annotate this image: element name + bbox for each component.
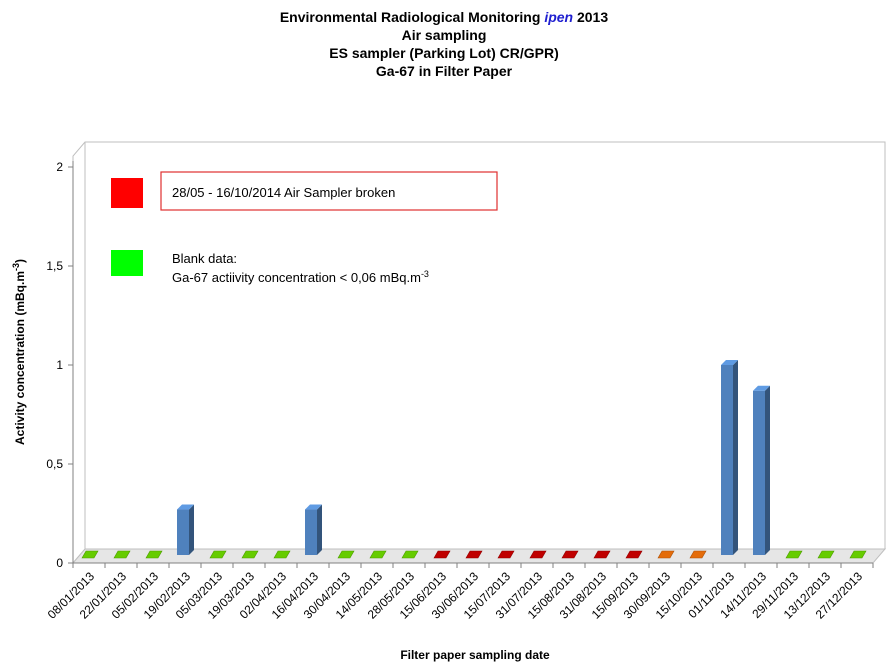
blank-marker [241,550,259,559]
bar-front [721,365,733,555]
bar-side [733,360,738,555]
blank-marker [401,550,419,559]
bar-front [177,509,189,555]
bar-top [305,504,322,510]
blank-marker [113,550,131,559]
bar-side [317,504,322,555]
legend-blank-label-1: Blank data: [172,251,237,266]
broken-marker [433,550,451,559]
ipen-word: ipen [544,9,574,25]
broken-marker [497,550,515,559]
bar [305,504,322,555]
bar-side [765,385,770,555]
bar-front [753,390,765,555]
bar-side [189,504,194,555]
bar-top [177,504,194,510]
y-tick-label: 0,5 [46,457,63,471]
legend-broken-swatch [111,178,143,208]
blank-marker [817,550,835,559]
title-line-3: ES sampler (Parking Lot) CR/GPR) [329,45,559,61]
y-tick-label: 1,5 [46,259,63,273]
blank-marker [273,550,291,559]
blank-marker [145,550,163,559]
blank-marker [785,550,803,559]
broken-marker [625,550,643,559]
broken-marker [465,550,483,559]
broken-marker [657,550,675,559]
title-line-4: Ga-67 in Filter Paper [375,63,513,79]
blank-marker [337,550,355,559]
legend-blank-swatch [111,250,143,276]
title-line-2: Air sampling [401,27,487,43]
blank-marker [81,550,99,559]
legend-blank-label-2: Ga-67 actiivity concentration < 0,06 mBq… [172,269,429,285]
blank-marker [209,550,227,559]
broken-marker [529,550,547,559]
bar [721,360,738,555]
broken-marker [593,550,611,559]
broken-marker [561,550,579,559]
bar-top [721,360,738,365]
blank-marker [369,550,387,559]
legend-broken-label: 28/05 - 16/10/2014 Air Sampler broken [172,185,395,200]
bar-front [305,509,317,555]
y-tick-label: 2 [56,160,63,174]
bar [177,504,194,555]
broken-marker [689,550,707,559]
bar [753,385,770,555]
y-axis-title: Activity concentration (mBq.m-3) [11,259,27,445]
x-axis-title: Filter paper sampling date [400,648,550,662]
bar-top [753,385,770,391]
title-line-1: Environmental Radiological Monitoring ip… [279,9,609,25]
chart-title: Environmental Radiological Monitoring ip… [0,8,888,80]
y-tick-label: 0 [56,556,63,570]
legend-broken-box [160,171,498,211]
blank-marker [849,550,867,559]
y-tick-label: 1 [56,358,63,372]
